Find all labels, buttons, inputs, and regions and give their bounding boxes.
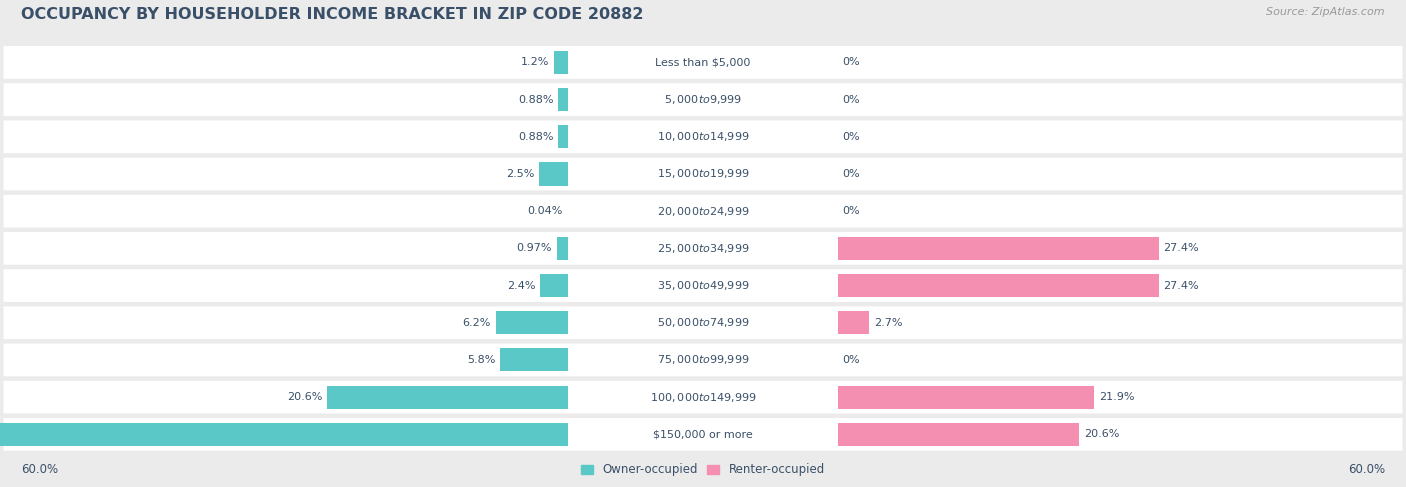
Text: 0%: 0% bbox=[842, 57, 860, 67]
Text: 6.2%: 6.2% bbox=[463, 318, 491, 328]
FancyBboxPatch shape bbox=[3, 46, 1403, 79]
Text: 1.2%: 1.2% bbox=[522, 57, 550, 67]
Bar bbox=[554, 51, 568, 74]
Text: 2.4%: 2.4% bbox=[508, 281, 536, 291]
FancyBboxPatch shape bbox=[3, 418, 1403, 450]
Text: 27.4%: 27.4% bbox=[1164, 281, 1199, 291]
Text: 0%: 0% bbox=[842, 206, 860, 216]
Bar bbox=[538, 163, 568, 186]
Bar bbox=[540, 274, 568, 297]
Text: 0%: 0% bbox=[842, 355, 860, 365]
Text: $100,000 to $149,999: $100,000 to $149,999 bbox=[650, 391, 756, 404]
FancyBboxPatch shape bbox=[3, 381, 1403, 413]
Bar bbox=[838, 423, 1080, 446]
FancyBboxPatch shape bbox=[3, 158, 1403, 190]
Text: 0.88%: 0.88% bbox=[517, 132, 554, 142]
Text: $25,000 to $34,999: $25,000 to $34,999 bbox=[657, 242, 749, 255]
Text: OCCUPANCY BY HOUSEHOLDER INCOME BRACKET IN ZIP CODE 20882: OCCUPANCY BY HOUSEHOLDER INCOME BRACKET … bbox=[21, 7, 644, 22]
Text: Less than $5,000: Less than $5,000 bbox=[655, 57, 751, 67]
Text: 0%: 0% bbox=[842, 94, 860, 105]
FancyBboxPatch shape bbox=[3, 269, 1403, 302]
Text: $50,000 to $74,999: $50,000 to $74,999 bbox=[657, 316, 749, 329]
Text: $75,000 to $99,999: $75,000 to $99,999 bbox=[657, 354, 749, 366]
FancyBboxPatch shape bbox=[3, 83, 1403, 116]
Text: 5.8%: 5.8% bbox=[467, 355, 496, 365]
FancyBboxPatch shape bbox=[3, 232, 1403, 265]
Text: 60.0%: 60.0% bbox=[21, 464, 58, 476]
Text: 27.4%: 27.4% bbox=[1164, 244, 1199, 253]
FancyBboxPatch shape bbox=[3, 343, 1403, 376]
Bar bbox=[838, 274, 1159, 297]
Bar bbox=[0, 423, 568, 446]
Text: 20.6%: 20.6% bbox=[1084, 430, 1119, 439]
Text: $10,000 to $14,999: $10,000 to $14,999 bbox=[657, 131, 749, 143]
Text: 0.97%: 0.97% bbox=[517, 244, 553, 253]
Text: 21.9%: 21.9% bbox=[1099, 392, 1135, 402]
Text: $5,000 to $9,999: $5,000 to $9,999 bbox=[664, 93, 742, 106]
Bar bbox=[501, 348, 568, 372]
Text: 0.04%: 0.04% bbox=[527, 206, 564, 216]
Bar bbox=[557, 237, 568, 260]
Legend: Owner-occupied, Renter-occupied: Owner-occupied, Renter-occupied bbox=[576, 459, 830, 481]
Text: 60.0%: 60.0% bbox=[1348, 464, 1385, 476]
FancyBboxPatch shape bbox=[3, 120, 1403, 153]
Bar bbox=[326, 386, 568, 409]
Bar bbox=[838, 386, 1094, 409]
Text: $15,000 to $19,999: $15,000 to $19,999 bbox=[657, 168, 749, 181]
Bar bbox=[558, 88, 568, 111]
Bar bbox=[838, 237, 1159, 260]
Bar bbox=[496, 311, 568, 334]
Bar bbox=[838, 311, 869, 334]
Text: 0%: 0% bbox=[842, 169, 860, 179]
Text: 2.7%: 2.7% bbox=[875, 318, 903, 328]
Text: 2.5%: 2.5% bbox=[506, 169, 534, 179]
Text: 0%: 0% bbox=[842, 132, 860, 142]
Text: 20.6%: 20.6% bbox=[287, 392, 322, 402]
FancyBboxPatch shape bbox=[3, 306, 1403, 339]
Text: Source: ZipAtlas.com: Source: ZipAtlas.com bbox=[1267, 7, 1385, 18]
Text: 0.88%: 0.88% bbox=[517, 94, 554, 105]
Text: $35,000 to $49,999: $35,000 to $49,999 bbox=[657, 279, 749, 292]
Text: $20,000 to $24,999: $20,000 to $24,999 bbox=[657, 205, 749, 218]
Text: $150,000 or more: $150,000 or more bbox=[654, 430, 752, 439]
FancyBboxPatch shape bbox=[3, 195, 1403, 227]
Bar bbox=[558, 125, 568, 149]
